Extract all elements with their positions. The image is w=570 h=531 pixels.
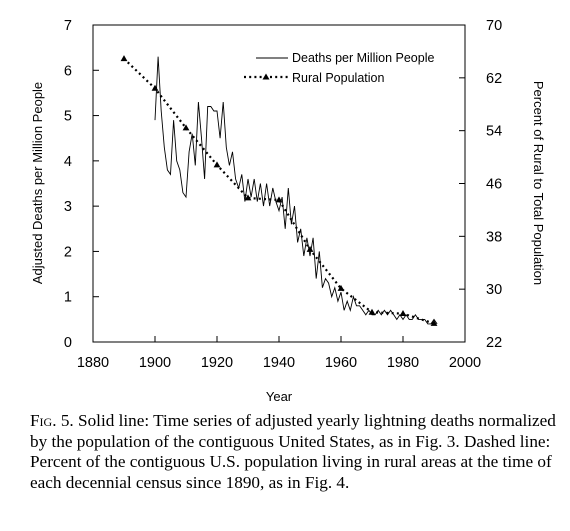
series-deaths-line bbox=[154, 56, 438, 325]
y-right-tick-label-4: 54 bbox=[486, 124, 502, 140]
caption-fig-label: Fig. 5. bbox=[30, 411, 74, 430]
rural-marker-10 bbox=[430, 319, 438, 326]
x-tick-label-0: 1880 bbox=[77, 355, 109, 371]
x-axis: 1880 1900 1920 1940 1960 1980 2000 bbox=[77, 336, 481, 371]
x-tick-label-4: 1960 bbox=[325, 355, 357, 371]
y-left-tick-label-0: 0 bbox=[64, 335, 72, 351]
legend-rural-label: Rural Population bbox=[292, 71, 384, 85]
rural-marker-2 bbox=[182, 124, 190, 131]
rural-marker-3 bbox=[213, 161, 221, 168]
figure-caption: Fig. 5. Solid line: Time series of adjus… bbox=[30, 411, 558, 493]
y-right-tick-label-0: 22 bbox=[486, 335, 502, 351]
legend-rural-marker bbox=[262, 73, 270, 80]
chart: 1880 1900 1920 1940 1960 1980 2000 0 1 2 3 4 5 6 7 22… bbox=[30, 18, 546, 404]
y-left-tick-label-1: 1 bbox=[64, 290, 72, 306]
y-left-tick-label-3: 3 bbox=[64, 199, 72, 215]
caption-text: Solid line: Time series of adjusted year… bbox=[30, 411, 556, 492]
rural-marker-8 bbox=[368, 308, 376, 315]
y-left-tick-label-5: 5 bbox=[64, 109, 72, 125]
y-left-axis-label: Adjusted Deaths per Million People bbox=[30, 82, 45, 284]
legend-deaths-label: Deaths per Million People bbox=[292, 51, 434, 65]
y-right-tick-label-5: 62 bbox=[486, 71, 502, 87]
x-axis-label: Year bbox=[266, 389, 293, 404]
y-right-tick-label-6: 70 bbox=[486, 18, 502, 34]
x-tick-label-1: 1900 bbox=[139, 355, 171, 371]
plot-frame bbox=[92, 24, 466, 343]
x-tick-label-2: 1920 bbox=[201, 355, 233, 371]
x-tick-label-5: 1980 bbox=[387, 355, 419, 371]
x-tick-label-6: 2000 bbox=[449, 355, 481, 371]
rural-marker-7 bbox=[337, 284, 345, 291]
y-right-axis: 22 30 38 46 54 62 70 bbox=[459, 18, 502, 351]
rural-marker-4 bbox=[244, 194, 252, 201]
y-right-axis-label: Percent of Rural to Total Population bbox=[531, 81, 546, 285]
y-left-tick-label-4: 4 bbox=[64, 154, 72, 170]
y-left-tick-label-7: 7 bbox=[64, 18, 72, 34]
rural-marker-1 bbox=[151, 84, 159, 91]
y-left-axis: 0 1 2 3 4 5 6 7 bbox=[64, 18, 99, 351]
rural-marker-6 bbox=[306, 245, 314, 252]
x-tick-label-3: 1940 bbox=[263, 355, 295, 371]
y-right-tick-label-1: 30 bbox=[486, 282, 502, 298]
y-right-tick-label-2: 38 bbox=[486, 229, 502, 245]
series-rural-line bbox=[123, 57, 435, 325]
y-right-tick-label-3: 46 bbox=[486, 177, 502, 193]
y-left-tick-label-2: 2 bbox=[64, 244, 72, 260]
legend: Deaths per Million People Rural Populati… bbox=[244, 51, 434, 85]
y-left-tick-label-6: 6 bbox=[64, 63, 72, 79]
series-rural-markers bbox=[120, 55, 438, 326]
rural-marker-0 bbox=[120, 55, 128, 62]
rural-marker-9 bbox=[399, 310, 407, 316]
rural-marker-5 bbox=[275, 196, 283, 203]
